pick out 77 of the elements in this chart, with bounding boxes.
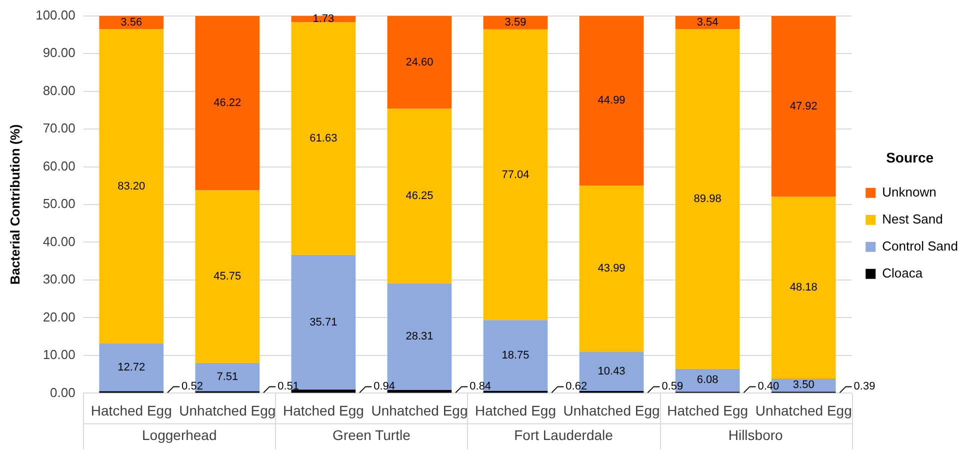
- data-label: 77.04: [502, 168, 530, 181]
- x-tick-label: Hatched Egg: [667, 402, 748, 418]
- legend-label: Unknown: [882, 184, 936, 200]
- y-tick-label: 10.00: [42, 347, 76, 362]
- data-label: 0.40: [758, 380, 780, 393]
- y-tick-label: 70.00: [42, 120, 76, 136]
- data-label: 47.92: [790, 100, 818, 112]
- text: Loggerhead: [142, 427, 217, 444]
- data-label: 0.52: [182, 380, 203, 393]
- data-label: 18.75: [502, 350, 530, 362]
- y-tick-label: 80.00: [42, 82, 76, 98]
- data-label: 1.73: [312, 13, 334, 26]
- data-label: 3.54: [696, 16, 718, 29]
- x-tick-label: Unhatched Egg: [563, 402, 660, 418]
- data-label: 6.08: [696, 374, 718, 386]
- bar: [579, 186, 644, 352]
- legend-label: Cloaca: [882, 265, 924, 280]
- bar: [99, 29, 164, 344]
- data-label: 44.99: [598, 94, 626, 107]
- y-tick-label: 100.00: [36, 7, 76, 22]
- x-tick-label: Unhatched Egg: [755, 402, 852, 418]
- data-label: 0.39: [854, 380, 876, 393]
- y-tick-label: 60.00: [42, 158, 76, 174]
- data-label: 83.20: [118, 180, 146, 192]
- x-tick-label: Hatched Egg: [282, 402, 364, 418]
- bar: [291, 390, 356, 393]
- x-tick-label: Hatched Egg: [90, 402, 172, 418]
- data-label: 28.31: [406, 330, 434, 343]
- data-label: 35.71: [310, 316, 338, 328]
- y-tick-label: 0.00: [50, 384, 76, 400]
- data-label: 7.51: [216, 371, 238, 384]
- text: Hillsboro: [728, 427, 784, 444]
- legend-label: Control Sand: [882, 238, 958, 254]
- data-label: 46.22: [214, 97, 242, 110]
- x-tick-label: Unhatched Egg: [179, 402, 276, 418]
- bar: [99, 343, 164, 392]
- bar: [771, 16, 836, 197]
- data-label: 61.63: [310, 132, 338, 145]
- x-tick-label: Hatched Egg: [475, 402, 556, 418]
- data-label: 0.62: [566, 380, 588, 393]
- data-label: 12.72: [118, 361, 146, 374]
- data-label: 0.84: [470, 380, 492, 393]
- text: Fort Lauderdale: [514, 427, 614, 444]
- data-label: 43.99: [598, 262, 626, 275]
- data-label: 10.43: [598, 365, 626, 378]
- data-label: 46.25: [406, 190, 434, 202]
- bar: [387, 16, 452, 109]
- bar: [195, 16, 260, 190]
- data-label: 3.50: [792, 379, 814, 392]
- data-label: 0.51: [278, 380, 300, 393]
- bar: [579, 16, 644, 186]
- y-axis-title: Bacterial Contribution (%): [7, 124, 22, 285]
- data-label: 45.75: [214, 270, 242, 283]
- y-tick-label: 20.00: [42, 309, 76, 324]
- y-tick-label: 90.00: [42, 45, 76, 60]
- data-label: 0.94: [374, 380, 396, 393]
- bar: [195, 190, 260, 363]
- bar: [675, 29, 740, 369]
- data-label: 3.56: [120, 16, 142, 29]
- bar: [771, 196, 836, 379]
- y-tick-label: 30.00: [42, 272, 76, 287]
- bar: [387, 390, 452, 393]
- text: Green Turtle: [332, 427, 411, 444]
- legend-title: Source: [886, 149, 934, 166]
- bar: [291, 16, 356, 22]
- y-tick-label: 40.00: [42, 234, 76, 249]
- data-label: 3.59: [504, 16, 526, 29]
- data-label: 89.98: [694, 192, 722, 205]
- y-tick-label: 50.00: [42, 196, 76, 212]
- bar: [291, 22, 356, 255]
- bar: [387, 108, 452, 284]
- data-label: 48.18: [790, 282, 818, 294]
- legend-label: Nest Sand: [882, 211, 943, 226]
- data-label: 24.60: [406, 56, 434, 68]
- x-tick-label: Unhatched Egg: [371, 402, 468, 418]
- bar: [483, 29, 548, 320]
- data-label: 0.59: [662, 380, 684, 393]
